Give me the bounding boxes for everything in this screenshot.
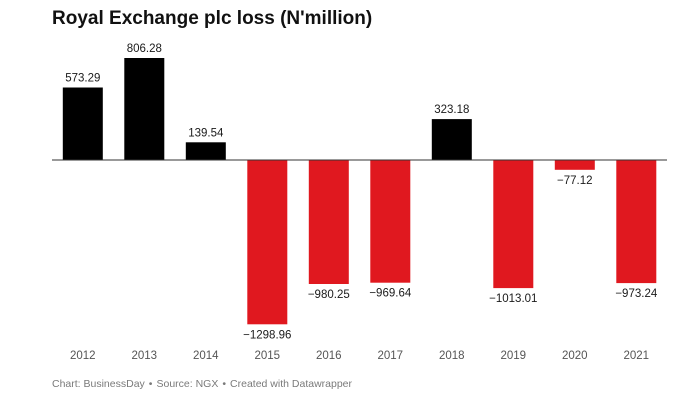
value-label-2015: −1298.96	[243, 329, 291, 341]
value-label-2013: 806.28	[127, 43, 162, 55]
bar-2015	[247, 160, 288, 325]
bar-2014	[185, 142, 226, 160]
value-label-2016: −980.25	[308, 289, 350, 301]
bar-2016	[308, 160, 349, 284]
source-note: Source: NGX	[156, 378, 219, 390]
chart-credit: Chart: BusinessDay	[52, 378, 145, 390]
value-label-2014: 139.54	[188, 127, 224, 139]
bar-2021	[616, 160, 657, 284]
footer-separator: •	[148, 378, 153, 390]
x-tick-label-2015: 2015	[255, 350, 281, 362]
x-tick-label-2014: 2014	[193, 350, 219, 362]
x-tick-label-2020: 2020	[562, 350, 588, 362]
x-tick-label-2019: 2019	[501, 350, 527, 362]
bar-2018	[431, 119, 472, 160]
value-label-2018: 323.18	[434, 104, 469, 116]
value-label-2020: −77.12	[557, 175, 593, 187]
x-tick-label-2012: 2012	[70, 350, 96, 362]
value-label-2012: 573.29	[65, 73, 100, 85]
x-tick-label-2017: 2017	[378, 350, 404, 362]
chart-footer: Chart: BusinessDay • Source: NGX • Created w…	[52, 378, 352, 390]
x-tick-label-2018: 2018	[439, 350, 465, 362]
chart-title: Royal Exchange plc loss (N'million)	[52, 8, 373, 29]
bar-2013	[124, 58, 165, 160]
bar-2020	[554, 160, 595, 170]
footer-separator: •	[222, 378, 227, 390]
x-tick-label-2021: 2021	[624, 350, 650, 362]
x-tick-label-2016: 2016	[316, 350, 342, 362]
x-tick-label-2013: 2013	[132, 350, 158, 362]
value-label-2019: −1013.01	[489, 293, 537, 305]
created-with-note: Created with Datawrapper	[230, 378, 353, 390]
bar-2012	[62, 87, 103, 160]
bar-2017	[370, 160, 411, 283]
value-label-2017: −969.64	[369, 288, 411, 300]
value-label-2021: −973.24	[615, 288, 657, 300]
bar-2019	[493, 160, 534, 289]
